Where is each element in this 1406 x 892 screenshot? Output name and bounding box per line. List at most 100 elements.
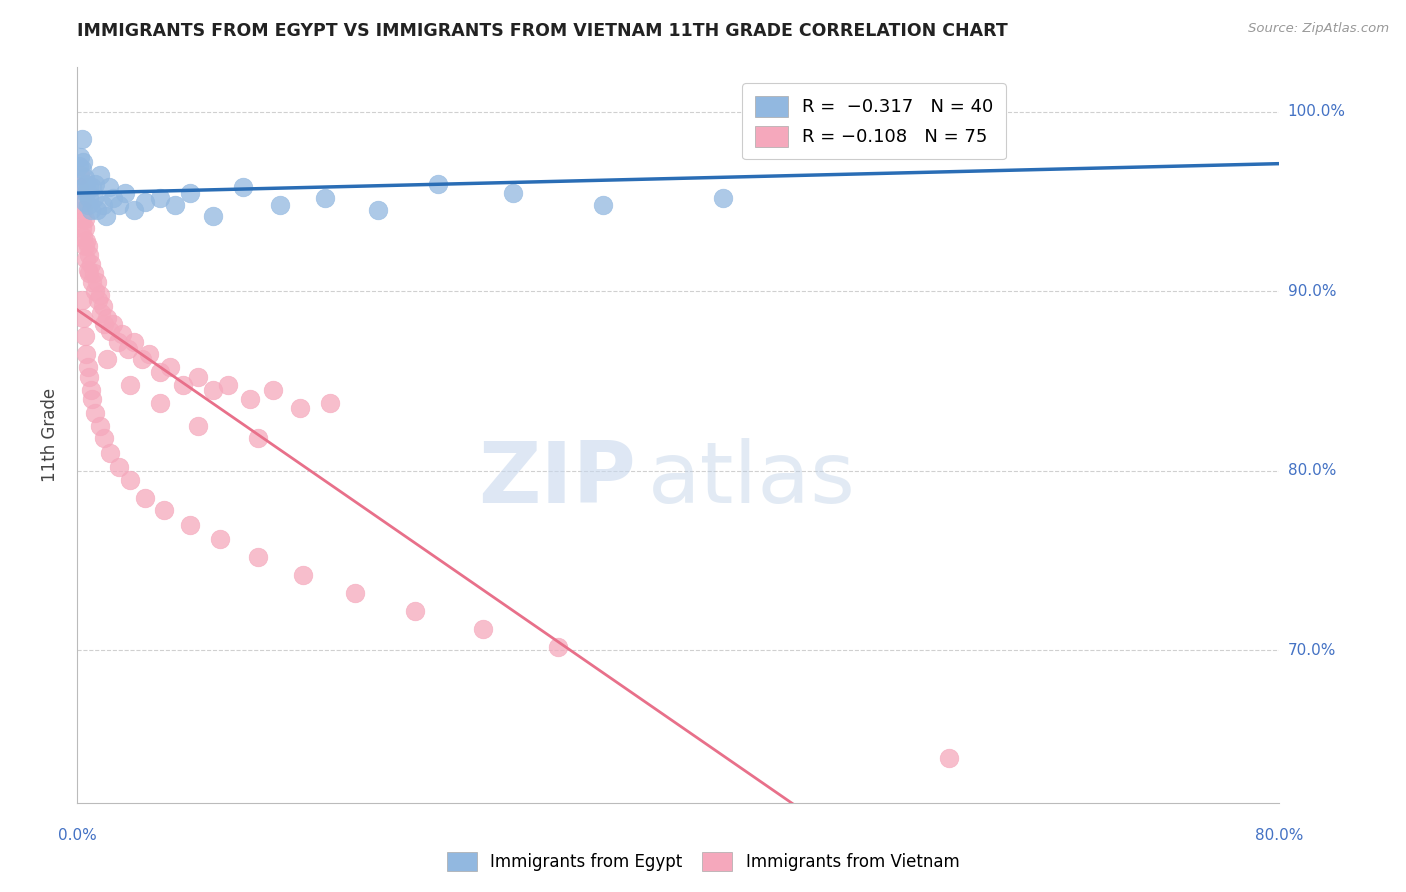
Point	[84, 177, 107, 191]
Text: ZIP: ZIP	[478, 437, 637, 521]
Point	[149, 395, 172, 409]
Point	[153, 503, 176, 517]
Point	[75, 186, 97, 200]
Point	[93, 317, 115, 331]
Point	[124, 203, 146, 218]
Point	[427, 177, 450, 191]
Point	[938, 751, 960, 765]
Point	[79, 180, 101, 194]
Point	[83, 191, 105, 205]
Text: 70.0%: 70.0%	[1288, 643, 1336, 657]
Point	[547, 640, 569, 654]
Point	[201, 209, 224, 223]
Point	[82, 275, 104, 289]
Point	[87, 293, 110, 308]
Point	[100, 324, 122, 338]
Point	[938, 104, 960, 119]
Point	[84, 406, 107, 420]
Point	[73, 221, 96, 235]
Point	[79, 248, 101, 262]
Text: 0.0%: 0.0%	[58, 828, 97, 843]
Point	[209, 532, 232, 546]
Point	[86, 203, 108, 218]
Point	[159, 359, 181, 374]
Point	[134, 491, 156, 505]
Point	[100, 446, 122, 460]
Point	[70, 131, 93, 145]
Point	[82, 180, 104, 194]
Point	[502, 186, 524, 200]
Point	[72, 203, 94, 218]
Point	[79, 266, 101, 280]
Point	[201, 383, 224, 397]
Point	[76, 239, 98, 253]
Point	[149, 365, 172, 379]
Point	[76, 262, 98, 277]
Point	[70, 293, 93, 308]
Point	[107, 334, 129, 349]
Point	[367, 203, 389, 218]
Y-axis label: 11th Grade: 11th Grade	[41, 388, 59, 482]
Point	[73, 212, 96, 227]
Point	[179, 517, 201, 532]
Point	[262, 383, 284, 397]
Point	[131, 352, 153, 367]
Point	[72, 311, 94, 326]
Point	[89, 168, 111, 182]
Point	[186, 370, 209, 384]
Point	[163, 198, 186, 212]
Point	[91, 198, 114, 212]
Point	[89, 288, 111, 302]
Point	[97, 180, 120, 194]
Point	[111, 327, 134, 342]
Point	[75, 252, 97, 266]
Point	[404, 604, 426, 618]
Point	[232, 180, 254, 194]
Point	[246, 432, 269, 446]
Point	[73, 329, 96, 343]
Point	[118, 377, 141, 392]
Point	[79, 370, 101, 384]
Point	[186, 418, 209, 433]
Point	[344, 586, 367, 600]
Point	[69, 150, 91, 164]
Point	[269, 198, 291, 212]
Point	[70, 212, 93, 227]
Point	[75, 347, 97, 361]
Point	[84, 285, 107, 299]
Legend: R =  −0.317   N = 40, R = −0.108   N = 75: R = −0.317 N = 40, R = −0.108 N = 75	[742, 83, 1005, 160]
Point	[72, 180, 94, 194]
Point	[96, 352, 118, 367]
Point	[73, 239, 96, 253]
Point	[90, 306, 112, 320]
Text: atlas: atlas	[648, 437, 856, 521]
Point	[108, 198, 131, 212]
Point	[93, 432, 115, 446]
Point	[117, 342, 139, 356]
Point	[103, 317, 125, 331]
Point	[134, 194, 156, 209]
Text: Source: ZipAtlas.com: Source: ZipAtlas.com	[1249, 22, 1389, 36]
Point	[80, 203, 103, 218]
Point	[713, 191, 735, 205]
Point	[79, 191, 101, 205]
Text: IMMIGRANTS FROM EGYPT VS IMMIGRANTS FROM VIETNAM 11TH GRADE CORRELATION CHART: IMMIGRANTS FROM EGYPT VS IMMIGRANTS FROM…	[77, 22, 1008, 40]
Point	[239, 392, 262, 406]
Text: 80.0%: 80.0%	[1288, 463, 1336, 478]
Point	[114, 186, 136, 200]
Point	[103, 191, 125, 205]
Point	[76, 198, 98, 212]
Point	[149, 191, 172, 205]
Point	[96, 311, 118, 326]
Point	[319, 395, 342, 409]
Point	[82, 392, 104, 406]
Point	[172, 377, 194, 392]
Point	[83, 266, 105, 280]
Legend: Immigrants from Egypt, Immigrants from Vietnam: Immigrants from Egypt, Immigrants from V…	[439, 843, 967, 880]
Point	[67, 159, 90, 173]
Point	[592, 198, 614, 212]
Point	[70, 162, 93, 177]
Point	[80, 383, 103, 397]
Point	[89, 418, 111, 433]
Point	[86, 275, 108, 289]
